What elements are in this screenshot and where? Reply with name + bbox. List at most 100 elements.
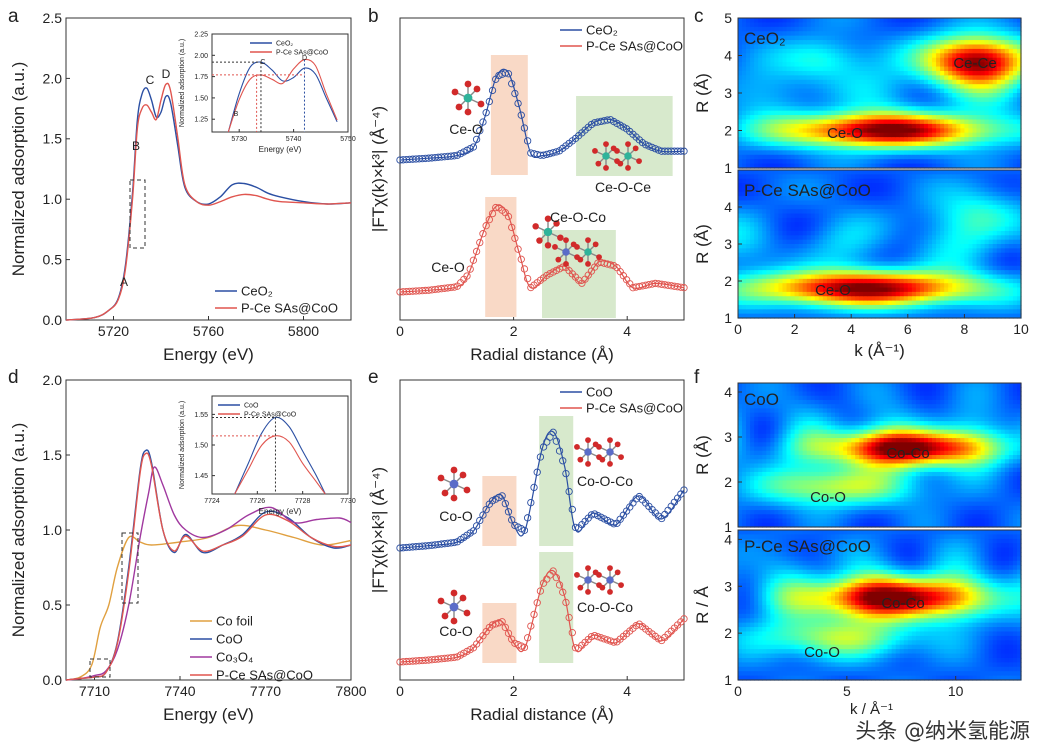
heatmap-cell bbox=[972, 163, 978, 169]
heatmap-cell bbox=[907, 304, 913, 310]
heatmap-cell bbox=[936, 75, 941, 81]
heatmap-cell bbox=[742, 265, 747, 271]
heatmap-cell bbox=[883, 244, 889, 249]
heatmap-cell bbox=[766, 187, 771, 193]
heatmap-cell bbox=[843, 200, 848, 206]
heatmap-cell bbox=[988, 217, 994, 223]
heatmap-cell bbox=[843, 183, 848, 189]
heatmap-cell bbox=[818, 309, 824, 315]
heatmap-cell bbox=[798, 174, 804, 180]
heatmap-cell bbox=[1016, 93, 1022, 99]
heatmap-cell bbox=[762, 101, 767, 107]
heatmap-cell bbox=[814, 48, 820, 54]
heatmap-cell bbox=[859, 191, 864, 197]
heatmap-cell bbox=[911, 235, 917, 241]
heatmap-cell bbox=[762, 239, 767, 245]
heatmap-cell bbox=[750, 115, 755, 121]
heatmap-cell bbox=[944, 270, 949, 276]
heatmap-cell bbox=[810, 300, 816, 306]
heatmap-cell bbox=[915, 48, 921, 54]
heatmap-cell bbox=[839, 300, 844, 306]
heatmap-cell bbox=[814, 183, 820, 189]
heatmap-cell bbox=[972, 22, 978, 28]
heatmap-cell bbox=[867, 18, 873, 24]
heatmap-cell bbox=[810, 170, 816, 175]
heatmap-cell bbox=[875, 110, 881, 116]
heatmap-cell bbox=[891, 106, 897, 112]
heatmap-cell bbox=[895, 93, 901, 99]
heatmap-cell bbox=[786, 141, 792, 147]
heatmap-cell bbox=[843, 244, 848, 249]
heatmap-cell bbox=[814, 22, 820, 28]
heatmap-cell bbox=[960, 97, 965, 103]
heatmap-cell bbox=[956, 270, 961, 276]
heatmap-cell bbox=[992, 235, 998, 241]
heatmap-cell bbox=[972, 261, 978, 267]
heatmap-cell bbox=[802, 159, 808, 165]
heatmap-cell bbox=[802, 75, 808, 81]
heatmap-cell bbox=[806, 217, 812, 223]
heatmap-cell bbox=[944, 296, 949, 302]
heatmap-cell bbox=[843, 217, 848, 223]
heatmap-cell bbox=[867, 261, 873, 267]
heatmap-cell bbox=[863, 31, 868, 37]
heatmap-cell bbox=[980, 274, 986, 280]
heatmap-cell bbox=[960, 88, 965, 94]
heatmap-cell bbox=[822, 145, 828, 151]
heatmap-cell bbox=[996, 239, 1002, 245]
heatmap-cell bbox=[758, 101, 763, 107]
heatmap-cell bbox=[758, 265, 763, 271]
heatmap-cell bbox=[980, 265, 986, 271]
heatmap-cell bbox=[778, 235, 784, 241]
heatmap-cell bbox=[996, 31, 1002, 37]
heatmap-cell bbox=[907, 248, 913, 254]
heatmap-cell bbox=[964, 265, 970, 271]
heatmap-cell bbox=[907, 174, 913, 180]
heatmap-cell bbox=[859, 300, 864, 306]
heatmap-cell bbox=[956, 18, 961, 24]
heatmap-cell bbox=[944, 53, 949, 59]
heatmap-cell bbox=[814, 200, 820, 206]
heatmap-cell bbox=[976, 174, 982, 180]
heatmap-cell bbox=[956, 22, 961, 28]
data-point bbox=[552, 148, 561, 156]
heatmap-cell bbox=[984, 44, 990, 50]
heatmap-cell bbox=[1000, 287, 1006, 293]
heatmap-cell bbox=[928, 278, 933, 284]
heatmap-cell bbox=[1012, 101, 1018, 107]
heatmap-cell bbox=[867, 79, 873, 85]
heatmap-cell bbox=[883, 145, 889, 151]
heatmap-cell bbox=[1016, 141, 1022, 147]
oxygen-atom bbox=[632, 145, 639, 152]
heatmap-cell bbox=[996, 150, 1002, 156]
heatmap-cell bbox=[988, 79, 994, 85]
heatmap-cell bbox=[891, 217, 897, 223]
heatmap-cell bbox=[968, 150, 974, 156]
heatmap-cell bbox=[923, 66, 929, 72]
heatmap-cell bbox=[980, 35, 986, 41]
heatmap-cell bbox=[911, 230, 917, 236]
heatmap-cell bbox=[899, 265, 905, 271]
heatmap-cell bbox=[996, 209, 1002, 215]
heatmap-cell bbox=[952, 217, 957, 223]
heatmap-cell bbox=[907, 278, 913, 284]
heatmap-cell bbox=[976, 248, 982, 254]
heatmap-cell bbox=[1008, 137, 1014, 143]
heatmap-cell bbox=[778, 191, 784, 197]
heatmap-cell bbox=[810, 252, 816, 258]
heatmap-cell bbox=[871, 313, 877, 319]
heatmap-cell bbox=[782, 44, 788, 50]
heatmap-cell bbox=[802, 97, 808, 103]
heatmap-cell bbox=[863, 93, 868, 99]
heatmap-cell bbox=[847, 213, 852, 219]
heatmap-cell bbox=[863, 123, 868, 129]
heatmap-cell bbox=[798, 62, 804, 68]
heatmap-cell bbox=[855, 137, 860, 143]
heatmap-cell bbox=[871, 291, 877, 297]
heatmap-cell bbox=[851, 296, 856, 302]
heatmap-cell bbox=[766, 204, 771, 210]
heatmap-cell bbox=[802, 115, 808, 121]
heatmap-cell bbox=[960, 304, 965, 310]
heatmap-cell bbox=[928, 62, 933, 68]
heatmap-cell bbox=[826, 119, 832, 125]
